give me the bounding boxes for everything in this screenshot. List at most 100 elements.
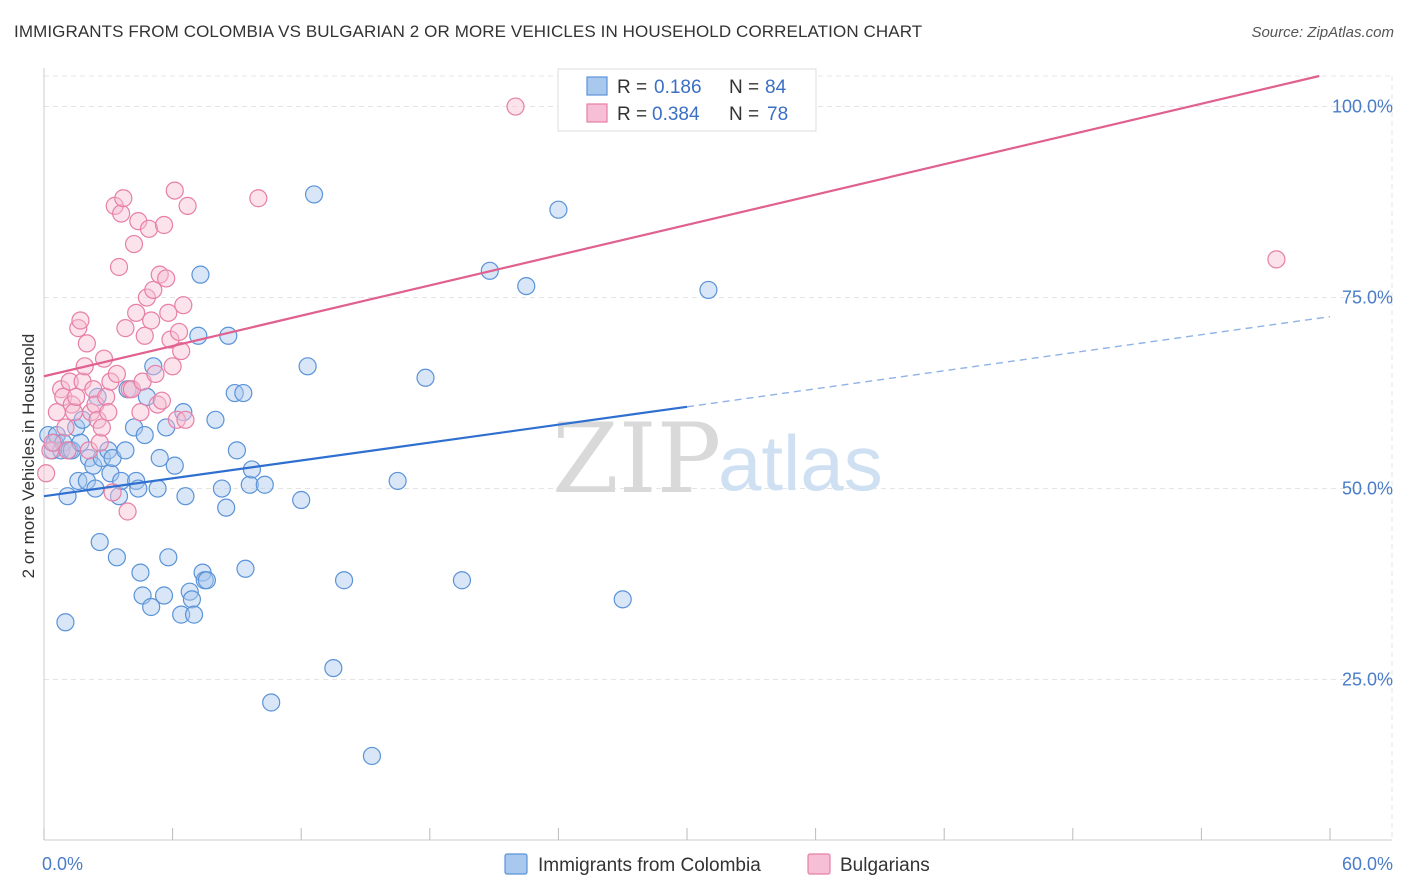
point-bulgarians-30 xyxy=(107,364,126,384)
legend-r-label-bulgarians: R = xyxy=(617,104,647,125)
legend-n-value-colombia: 84 xyxy=(765,77,787,98)
y-tick-label-1: 50.0% xyxy=(1342,479,1393,499)
point-colombia-62 xyxy=(236,559,255,578)
point-bulgarians-31 xyxy=(109,257,129,277)
point-bulgarians-56 xyxy=(163,357,182,376)
point-bulgarians-2 xyxy=(43,433,62,452)
point-bulgarians-61 xyxy=(174,296,193,315)
point-colombia-24 xyxy=(107,548,126,567)
point-bulgarians-34 xyxy=(116,319,135,338)
point-bulgarians-60 xyxy=(172,341,191,361)
point-colombia-79 xyxy=(613,590,632,609)
point-colombia-42 xyxy=(159,548,178,567)
point-bulgarians-48 xyxy=(146,364,165,384)
point-colombia-65 xyxy=(255,475,274,494)
point-colombia-6 xyxy=(56,613,75,632)
point-bulgarians-53 xyxy=(157,269,176,288)
y-tick-label-2: 75.0% xyxy=(1342,288,1393,308)
point-bulgarians-33 xyxy=(114,189,133,208)
point-bulgarians-38 xyxy=(124,234,144,254)
point-bulgarians-23 xyxy=(92,418,111,437)
point-bulgarians-45 xyxy=(139,219,159,238)
point-bulgarians-0 xyxy=(37,464,56,483)
trend-line-colombia-extension xyxy=(686,315,1331,408)
watermark-zip: ZIP xyxy=(552,403,721,515)
legend-n-label-bulgarians: N = xyxy=(729,104,759,125)
point-bulgarians-7 xyxy=(58,441,77,460)
point-bulgarians-64 xyxy=(249,189,268,208)
bottom-legend-swatch-bulgarians[interactable] xyxy=(807,853,831,875)
point-bulgarians-54 xyxy=(159,303,178,322)
point-colombia-63 xyxy=(240,475,259,494)
point-colombia-68 xyxy=(298,357,317,376)
series-bulgarians-points xyxy=(37,97,1286,521)
point-colombia-56 xyxy=(212,479,231,498)
legend-r-label-colombia: R = xyxy=(617,77,647,98)
point-colombia-44 xyxy=(172,605,191,624)
point-bulgarians-32 xyxy=(112,204,131,223)
point-colombia-69 xyxy=(304,185,324,204)
point-bulgarians-52 xyxy=(154,215,174,235)
point-bulgarians-16 xyxy=(77,334,96,353)
watermark-atlas: atlas xyxy=(718,419,883,507)
point-bulgarians-62 xyxy=(176,410,195,429)
legend-r-value-colombia: 0.186 xyxy=(654,77,702,98)
point-colombia-67 xyxy=(292,490,311,510)
point-bulgarians-65 xyxy=(506,97,525,116)
point-bulgarians-39 xyxy=(127,303,146,322)
point-bulgarians-10 xyxy=(64,403,84,422)
point-bulgarians-47 xyxy=(144,280,163,300)
point-colombia-66 xyxy=(262,693,281,712)
point-colombia-46 xyxy=(176,487,195,506)
point-bulgarians-13 xyxy=(71,311,90,330)
y-tick-label-0: 25.0% xyxy=(1342,670,1393,690)
legend-swatch-colombia xyxy=(586,76,608,96)
y-tick-label-3: 100.0% xyxy=(1332,97,1393,117)
point-bulgarians-66 xyxy=(1267,250,1286,269)
bottom-legend-label-bulgarians[interactable]: Bulgarians xyxy=(840,855,930,876)
point-colombia-57 xyxy=(217,498,236,517)
grid-lines xyxy=(44,75,1393,840)
point-colombia-55 xyxy=(206,410,225,429)
point-bulgarians-6 xyxy=(56,418,75,437)
point-bulgarians-41 xyxy=(131,403,150,422)
source-credit: Source: ZipAtlas.com xyxy=(1251,24,1394,41)
point-colombia-78 xyxy=(549,200,568,219)
watermark: ZIP atlas xyxy=(552,403,883,515)
legend-swatch-bulgarians xyxy=(586,103,608,123)
point-bulgarians-25 xyxy=(97,387,116,406)
point-bulgarians-51 xyxy=(152,391,171,410)
point-colombia-51 xyxy=(191,265,210,284)
point-colombia-19 xyxy=(90,532,109,552)
point-colombia-43 xyxy=(165,456,184,475)
point-bulgarians-11 xyxy=(67,387,86,406)
trend-line-colombia xyxy=(43,405,688,498)
point-bulgarians-57 xyxy=(165,181,184,200)
point-colombia-32 xyxy=(131,563,150,582)
bottom-legend-swatch-colombia[interactable] xyxy=(504,853,528,875)
point-colombia-38 xyxy=(148,479,167,498)
legend-n-value-bulgarians: 78 xyxy=(767,104,788,125)
point-colombia-36 xyxy=(142,597,161,617)
point-bulgarians-26 xyxy=(99,403,118,422)
point-bulgarians-59 xyxy=(169,322,189,342)
y-tick-labels: 25.0% 50.0% 75.0% 100.0% xyxy=(1332,97,1393,690)
bottom-legend-label-colombia[interactable]: Immigrants from Colombia xyxy=(538,855,761,876)
point-colombia-74 xyxy=(416,368,435,387)
trend-lines xyxy=(43,74,1331,498)
point-colombia-73 xyxy=(388,471,407,491)
point-bulgarians-8 xyxy=(60,372,79,391)
bottom-legend[interactable]: Immigrants from Colombia Bulgarians xyxy=(504,853,930,876)
trend-line-bulgarians xyxy=(43,74,1320,378)
point-colombia-60 xyxy=(227,441,246,460)
point-colombia-49 xyxy=(184,605,204,624)
point-colombia-34 xyxy=(135,425,154,445)
point-colombia-64 xyxy=(242,460,262,479)
legend-r-value-bulgarians: 0.384 xyxy=(652,104,700,125)
point-colombia-61 xyxy=(234,383,253,403)
point-colombia-77 xyxy=(517,277,536,296)
point-bulgarians-27 xyxy=(101,372,120,391)
point-colombia-39 xyxy=(150,448,169,468)
point-colombia-48 xyxy=(182,590,201,609)
